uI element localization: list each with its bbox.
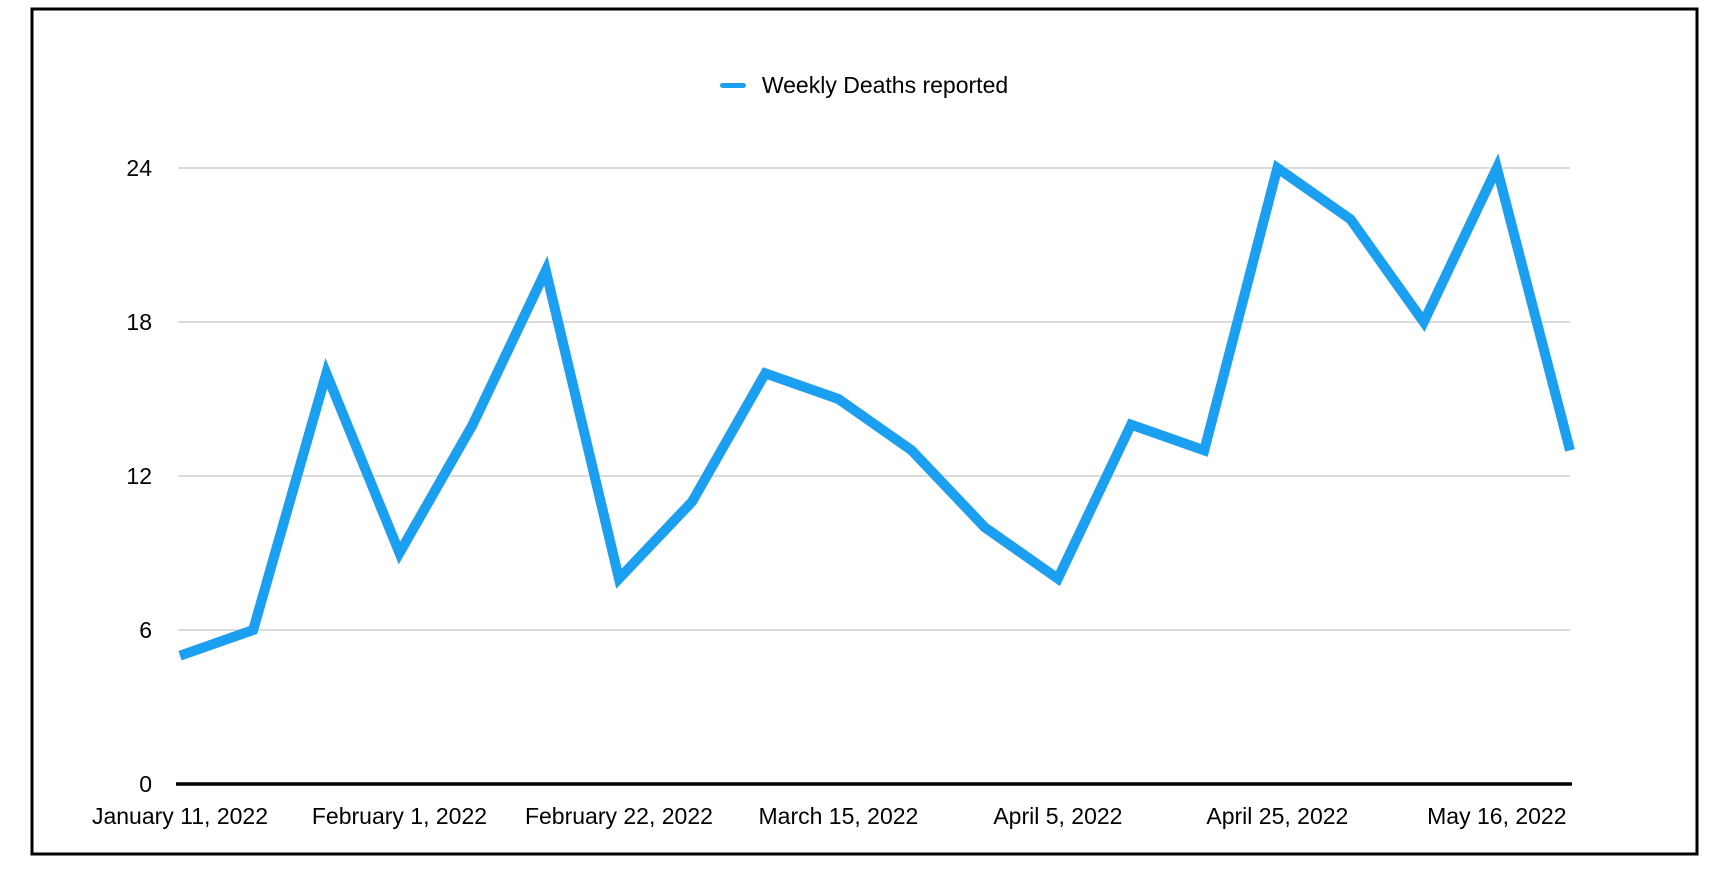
y-axis-tick-label: 6 <box>139 617 152 643</box>
y-axis-tick-labels: 0 6 12 18 24 <box>126 155 152 797</box>
x-axis-tick-label: May 16, 2022 <box>1427 803 1566 829</box>
x-axis-tick-label: April 5, 2022 <box>993 803 1122 829</box>
y-axis-tick-label: 18 <box>126 309 152 335</box>
x-axis-tick-label: February 22, 2022 <box>525 803 713 829</box>
x-axis-tick-labels: January 11, 2022 February 1, 2022 February… <box>92 803 1567 829</box>
gridlines <box>178 167 1570 631</box>
y-axis-tick-label: 24 <box>126 155 152 181</box>
y-axis-tick-label: 12 <box>126 463 152 489</box>
series-line-weekly-deaths <box>178 153 1575 661</box>
chart-frame-border <box>30 7 1699 856</box>
x-axis-tick-label: April 25, 2022 <box>1206 803 1348 829</box>
y-axis-tick-label: 0 <box>139 771 152 797</box>
x-axis-tick-label: January 11, 2022 <box>92 803 268 829</box>
x-axis-tick-label: February 1, 2022 <box>312 803 487 829</box>
x-axis-tick-label: March 15, 2022 <box>759 803 919 829</box>
